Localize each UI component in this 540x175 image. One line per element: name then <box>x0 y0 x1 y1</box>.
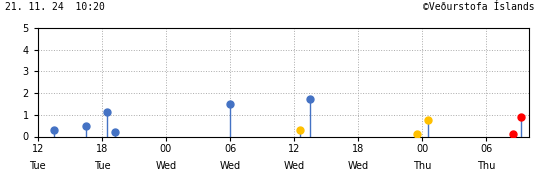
Text: Wed: Wed <box>156 161 177 171</box>
Text: 00: 00 <box>160 144 172 153</box>
Text: 06: 06 <box>481 144 492 153</box>
Text: Tue: Tue <box>30 161 46 171</box>
Text: Wed: Wed <box>220 161 241 171</box>
Text: Thu: Thu <box>413 161 431 171</box>
Text: Wed: Wed <box>284 161 305 171</box>
Text: Thu: Thu <box>477 161 496 171</box>
Text: ©Veðurstofa Íslands: ©Veðurstofa Íslands <box>423 2 535 12</box>
Text: 12: 12 <box>288 144 300 153</box>
Text: 00: 00 <box>416 144 429 153</box>
Text: 18: 18 <box>352 144 365 153</box>
Text: Wed: Wed <box>348 161 369 171</box>
Text: 12: 12 <box>32 144 44 153</box>
Text: Tue: Tue <box>93 161 110 171</box>
Text: 06: 06 <box>224 144 236 153</box>
Text: 18: 18 <box>96 144 108 153</box>
Text: 21. 11. 24  10:20: 21. 11. 24 10:20 <box>5 2 105 12</box>
